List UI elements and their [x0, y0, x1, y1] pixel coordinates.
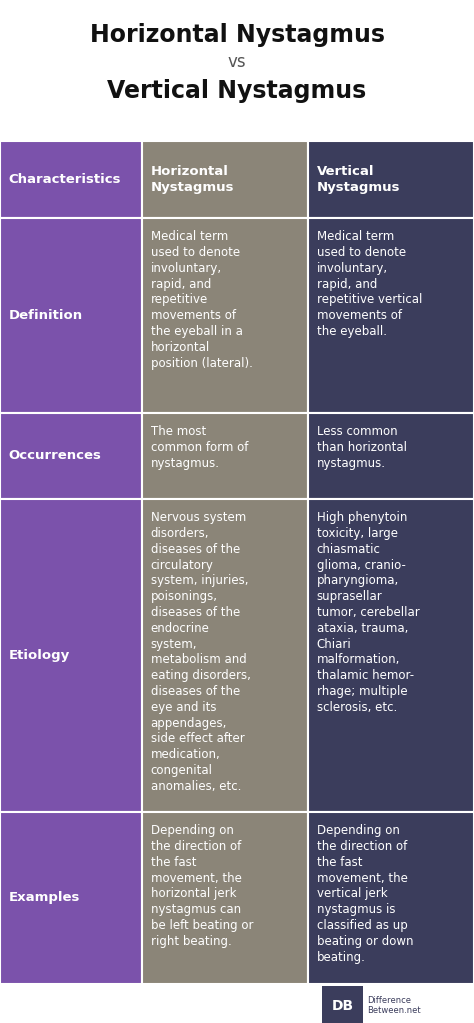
Bar [142, 812, 308, 984]
Bar [142, 499, 308, 812]
Text: Vertical
Nystagmus: Vertical Nystagmus [317, 166, 400, 193]
Bar [322, 986, 363, 1023]
Text: The most
common form of
nystagmus.: The most common form of nystagmus. [151, 426, 248, 470]
Text: Difference
Between.net: Difference Between.net [367, 996, 421, 1015]
Bar [0, 499, 142, 812]
Text: Characteristics: Characteristics [9, 173, 121, 186]
Text: Horizontal
Nystagmus: Horizontal Nystagmus [151, 166, 234, 193]
Text: Definition: Definition [9, 309, 82, 322]
Text: Depending on
the direction of
the fast
movement, the
vertical jerk
nystagmus is
: Depending on the direction of the fast m… [317, 825, 413, 964]
Text: Horizontal Nystagmus: Horizontal Nystagmus [90, 23, 384, 46]
Bar [0, 812, 142, 984]
Text: Nervous system
disorders,
diseases of the
circulatory
system, injuries,
poisonin: Nervous system disorders, diseases of th… [151, 512, 251, 793]
Text: Depending on
the direction of
the fast
movement, the
horizontal jerk
nystagmus c: Depending on the direction of the fast m… [151, 825, 253, 947]
Text: Medical term
used to denote
involuntary,
rapid, and
repetitive vertical
movement: Medical term used to denote involuntary,… [317, 230, 422, 338]
Text: Medical term
used to denote
involuntary,
rapid, and
repetitive
movements of
the : Medical term used to denote involuntary,… [151, 230, 253, 369]
Bar [142, 413, 308, 499]
Text: Less common
than horizontal
nystagmus.: Less common than horizontal nystagmus. [317, 426, 407, 470]
Text: Vertical Nystagmus: Vertical Nystagmus [108, 79, 366, 102]
Bar [142, 141, 308, 218]
Bar [308, 218, 474, 413]
Text: Etiology: Etiology [9, 649, 70, 662]
Text: DB: DB [331, 998, 354, 1013]
Bar [308, 141, 474, 218]
Text: Examples: Examples [9, 891, 80, 904]
Bar [0, 413, 142, 499]
Text: Occurrences: Occurrences [9, 449, 101, 462]
Bar [308, 499, 474, 812]
Bar [308, 413, 474, 499]
Text: vs: vs [228, 53, 246, 72]
Bar [308, 812, 474, 984]
Bar [0, 141, 142, 218]
Bar [142, 218, 308, 413]
Text: High phenytoin
toxicity, large
chiasmatic
glioma, cranio-
pharyngioma,
suprasell: High phenytoin toxicity, large chiasmati… [317, 512, 419, 714]
Bar [0, 218, 142, 413]
